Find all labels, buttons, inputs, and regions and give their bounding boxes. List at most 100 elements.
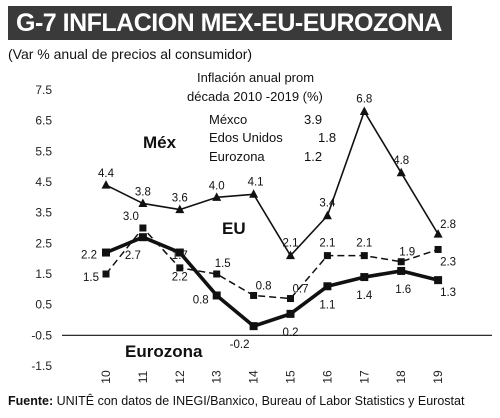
marker-eurozona — [175, 248, 184, 257]
marker-mex — [249, 189, 259, 198]
marker-eurozona — [434, 276, 443, 285]
marker-eurozona — [102, 248, 110, 257]
marker-eu — [176, 264, 184, 272]
data-label-mex: 4.1 — [248, 176, 264, 188]
average-row-value-2: 1.2 — [304, 149, 322, 164]
y-tick-label: 2.5 — [35, 236, 52, 250]
marker-mex — [175, 204, 185, 214]
marker-eu — [213, 270, 221, 278]
data-label-eu: 0.8 — [256, 280, 272, 292]
x-tick-label: 18 — [394, 370, 408, 384]
data-label-mex: 4.4 — [98, 168, 115, 180]
average-box: Inflación anual prom década 2010 -2019 (… — [187, 70, 336, 164]
series-layer: 4.43.83.64.04.12.13.46.84.82.81.53.01.71… — [81, 93, 456, 351]
y-tick-label: 0.5 — [35, 298, 52, 312]
x-tick-label: 19 — [431, 370, 445, 384]
marker-mex — [101, 180, 111, 189]
marker-eurozona — [286, 309, 295, 318]
data-label-eurozona: 2.2 — [81, 250, 97, 262]
chart-subtitle: (Var % anual de precios al consumidor) — [8, 46, 253, 62]
data-label-mex: 4.0 — [209, 180, 225, 192]
data-label-eurozona: 1.1 — [319, 299, 335, 311]
marker-eu — [323, 252, 331, 260]
source-text: UNITÊ con datos de INEGI/Banxico, Bureau… — [53, 394, 465, 408]
x-tick-label: 16 — [320, 370, 334, 384]
data-label-mex: 2.1 — [283, 238, 299, 250]
x-axis: 10 11 12 13 14 15 16 17 18 19 — [62, 334, 492, 384]
x-tick-label: 12 — [173, 370, 187, 384]
series-line-mex — [105, 110, 439, 257]
data-label-eurozona: 1.4 — [356, 290, 373, 302]
data-label-mex: 3.8 — [135, 186, 151, 198]
data-label-eurozona: 2.2 — [172, 272, 188, 284]
title-bar: G-7 INFLACION MEX-EU-EUROZONA — [0, 0, 500, 44]
marker-eurozona — [360, 273, 369, 282]
average-title-line2: década 2010 -2019 (%) — [187, 89, 323, 104]
marker-eu — [434, 245, 442, 253]
data-label-eu: 1.9 — [399, 247, 415, 259]
series-line-eurozona — [105, 235, 439, 328]
series-label-eu: EU — [222, 219, 246, 238]
data-label-eurozona: 1.3 — [440, 287, 456, 299]
x-tick-label: 10 — [99, 370, 113, 384]
y-tick-label: 6.5 — [35, 114, 52, 128]
data-label-eurozona: 0.8 — [193, 294, 209, 306]
data-label-mex: 3.6 — [172, 193, 188, 205]
data-label-eu: 1.5 — [215, 258, 231, 270]
average-row-name-0: Méxco — [209, 112, 247, 127]
marker-eurozona — [397, 266, 406, 275]
source-note: Fuente: UNITÊ con datos de INEGI/Banxico… — [8, 394, 464, 408]
marker-mex — [433, 229, 443, 238]
chart-canvas: 7.56.55.54.53.52.51.50.5-0.5-1.5 10 11 12 1… — [31, 70, 492, 384]
marker-eurozona — [323, 282, 332, 291]
x-tick-label: 14 — [247, 370, 261, 384]
series-label-mex: Méx — [143, 133, 177, 152]
series-label-eurozona: Eurozona — [125, 342, 203, 361]
data-label-eurozona: 2.7 — [125, 250, 141, 262]
marker-eu — [139, 224, 147, 232]
x-tick-label: 13 — [210, 370, 224, 384]
data-label-eu: 2.1 — [319, 238, 335, 250]
y-axis: 7.5 6.5 5.5 4.5 3.5 2.5 1.5 0.5 -0.5 -1.5 — [31, 83, 52, 373]
marker-mex — [359, 106, 369, 115]
data-label-eu: 0.7 — [293, 284, 309, 296]
x-tick-label: 15 — [284, 370, 298, 384]
data-label-eurozona: 0.2 — [283, 327, 299, 339]
y-tick-label: 5.5 — [35, 144, 52, 158]
data-label-eu: 3.0 — [123, 211, 139, 223]
marker-mex — [396, 167, 406, 177]
average-row-value-1: 1.8 — [318, 130, 336, 145]
y-tick-label: 3.5 — [35, 206, 52, 220]
average-row-name-2: Eurozona — [209, 149, 265, 164]
average-row-name-1: Edos Unidos — [209, 130, 283, 145]
marker-eu — [250, 291, 258, 299]
marker-eurozona — [249, 322, 258, 331]
series-line-eu — [105, 227, 439, 300]
marker-eurozona — [138, 233, 147, 242]
data-label-eu: 2.1 — [356, 238, 372, 250]
x-tick-label: 17 — [357, 370, 371, 384]
data-label-mex: 4.8 — [393, 155, 409, 167]
y-tick-label: 1.5 — [35, 267, 52, 281]
x-tick-label: 11 — [136, 370, 150, 383]
data-label-eu: 2.3 — [440, 256, 456, 268]
marker-eu — [287, 295, 294, 303]
source-label: Fuente: — [8, 394, 54, 408]
y-tick-label: 4.5 — [35, 175, 52, 189]
y-tick-label: -0.5 — [31, 328, 52, 342]
average-title-line1: Inflación anual prom — [197, 70, 314, 85]
data-label-mex: 6.8 — [356, 93, 372, 105]
data-label-eu: 1.5 — [83, 272, 99, 284]
data-label-eurozona: -0.2 — [230, 339, 250, 351]
data-label-mex: 2.8 — [440, 219, 456, 231]
marker-mex — [212, 192, 222, 201]
marker-mex — [138, 198, 148, 207]
marker-eu — [360, 252, 368, 260]
y-tick-label: 7.5 — [35, 83, 52, 97]
marker-eu — [102, 270, 110, 278]
marker-mex — [286, 250, 295, 260]
data-label-eurozona: 1.6 — [395, 284, 411, 296]
marker-mex — [322, 210, 332, 220]
data-label-mex: 3.4 — [319, 198, 336, 210]
chart-title: G-7 INFLACION MEX-EU-EUROZONA — [8, 6, 452, 40]
